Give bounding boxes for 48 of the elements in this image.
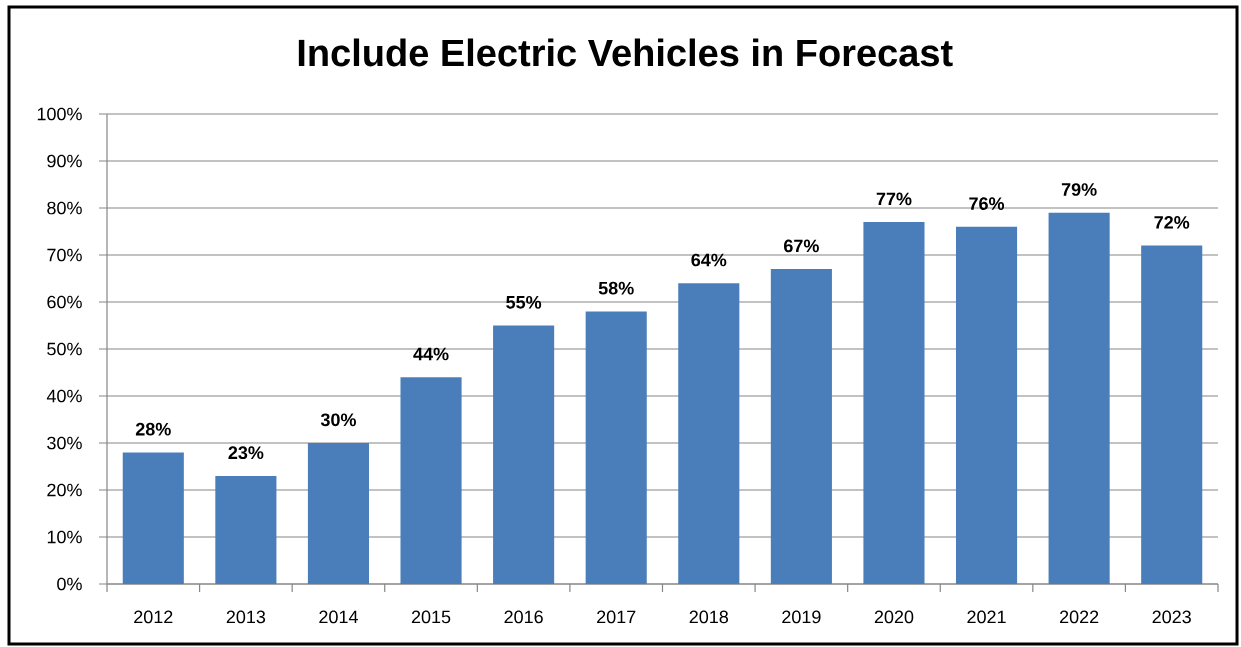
data-label: 64%	[691, 253, 727, 267]
data-label: 55%	[506, 295, 542, 309]
bar	[122, 452, 184, 584]
x-tick-label: 2019	[782, 610, 821, 624]
bar	[678, 283, 740, 584]
bar	[307, 443, 370, 584]
x-tick-label: 2015	[411, 610, 451, 624]
y-tick-label: 90%	[47, 154, 82, 168]
bar	[955, 226, 1018, 584]
data-label: 76%	[969, 197, 1005, 210]
x-tick-label: 2023	[1152, 610, 1191, 624]
y-tick-label: 20%	[47, 483, 82, 497]
x-tick-label: 2016	[504, 610, 543, 624]
data-label: 72%	[1154, 216, 1190, 229]
bar	[1048, 212, 1110, 584]
data-label: 23%	[228, 446, 264, 460]
x-tick-label: 2012	[134, 610, 173, 624]
bar	[585, 311, 647, 584]
bar	[1141, 245, 1203, 584]
data-label: 30%	[320, 413, 356, 427]
y-tick-label: 80%	[47, 201, 82, 215]
data-label: 58%	[598, 281, 634, 295]
y-tick-label: 60%	[47, 295, 82, 309]
y-tick-label: 0%	[57, 577, 82, 591]
bar	[863, 222, 925, 584]
x-tick-label: 2022	[1060, 610, 1099, 624]
data-label: 44%	[413, 347, 449, 361]
y-tick-label: 40%	[46, 389, 82, 403]
data-label: 67%	[784, 239, 819, 253]
y-tick-label: 50%	[47, 342, 82, 356]
bar	[215, 475, 277, 584]
x-tick-label: 2014	[319, 610, 358, 624]
y-tick-label: 30%	[47, 436, 82, 450]
x-tick-label: 2018	[689, 610, 729, 624]
y-tick-label: 10%	[47, 530, 82, 544]
bar	[400, 377, 462, 584]
data-label: 79%	[1061, 183, 1097, 196]
bar	[493, 325, 555, 584]
chart-title: Include Electric Vehicles in Forecast	[298, 38, 953, 67]
bar	[770, 269, 832, 584]
x-tick-label: 2020	[874, 610, 914, 624]
data-label: 77%	[876, 192, 912, 206]
x-tick-label: 2021	[967, 610, 1006, 624]
x-tick-label: 2013	[226, 610, 266, 624]
x-tick-label: 2017	[597, 610, 636, 624]
y-tick-label: 100%	[37, 107, 82, 121]
data-label: 28%	[135, 422, 171, 436]
y-tick-label: 70%	[47, 248, 82, 262]
